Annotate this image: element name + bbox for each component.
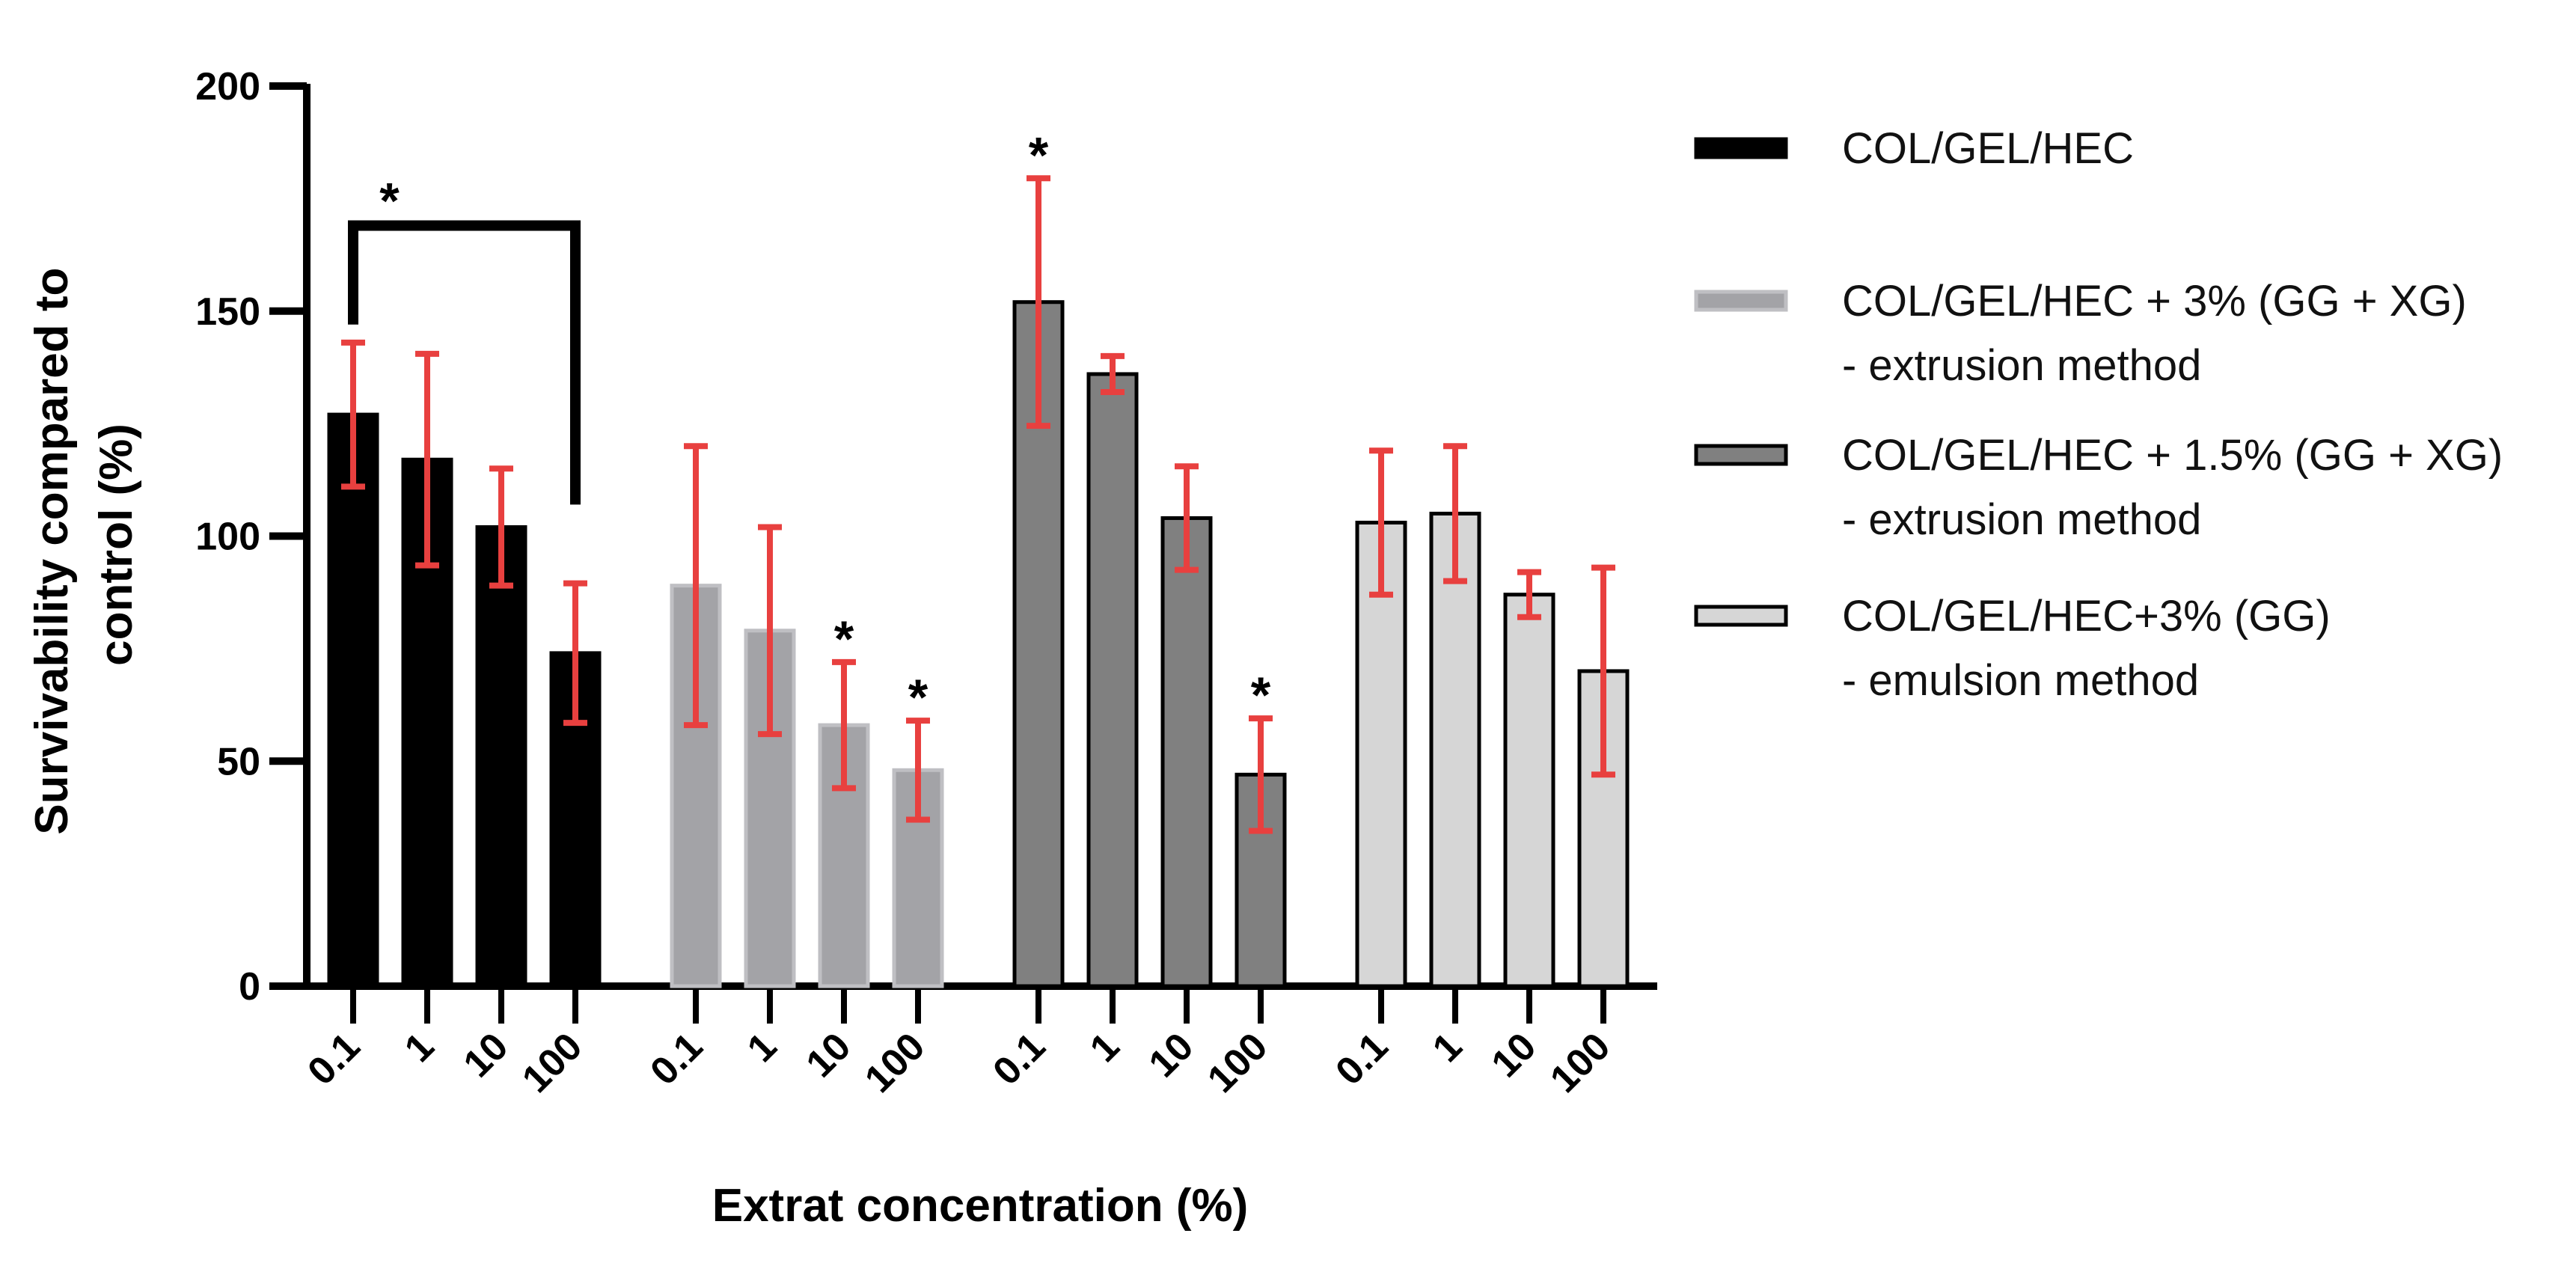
x-tick-label: 100 — [1542, 1024, 1618, 1101]
axes: 0 50 100 150 200 — [195, 65, 1657, 1024]
x-tick-label: 1 — [397, 1024, 442, 1070]
legend-swatch — [1694, 137, 1788, 159]
bars — [327, 300, 1630, 988]
error-bars — [341, 175, 1615, 834]
y-tick-label: 50 — [217, 740, 260, 783]
x-tick-label: 0.1 — [642, 1024, 711, 1093]
x-tick-label: 100 — [1199, 1024, 1276, 1101]
y-tick-label: 100 — [195, 516, 260, 559]
significance-annotations: * * * * * — [348, 126, 1271, 726]
bar — [1086, 372, 1139, 988]
x-tick-label: 10 — [1484, 1024, 1545, 1086]
x-tick-label: 0.1 — [985, 1024, 1053, 1093]
x-tick-label: 1 — [1425, 1024, 1470, 1070]
y-tick-label: 0 — [239, 965, 260, 1009]
x-tick-label: 10 — [456, 1024, 517, 1086]
legend-swatch — [1694, 444, 1788, 466]
y-axis-title-line-1: Survivability compared to — [26, 268, 78, 835]
y-tick-label: 200 — [195, 65, 260, 108]
bar — [327, 412, 379, 988]
significance-star: * — [834, 611, 854, 667]
x-tick-label: 1 — [739, 1024, 785, 1070]
legend-label: COL/GEL/HEC — [1842, 124, 2134, 173]
bar — [475, 525, 527, 988]
legend-label: - extrusion method — [1842, 341, 2201, 390]
bar — [1429, 511, 1481, 988]
x-tick-label: 0.1 — [299, 1024, 368, 1093]
significance-star: * — [908, 669, 928, 726]
y-axis-title: Survivability compared to control (%) — [26, 254, 142, 834]
x-tick-label: 0.1 — [1327, 1024, 1396, 1093]
x-axis-title: Extrat concentration (%) — [712, 1180, 1249, 1232]
x-tick-label: 10 — [1141, 1024, 1202, 1086]
legend-label: - emulsion method — [1842, 656, 2199, 705]
legend-label: COL/GEL/HEC+3% (GG) — [1842, 592, 2331, 640]
x-tick-label: 10 — [798, 1024, 860, 1086]
bar — [1355, 520, 1407, 988]
legend-label: COL/GEL/HEC + 3% (GG + XG) — [1842, 277, 2467, 325]
legend-swatch — [1694, 605, 1788, 627]
x-tick-label: 1 — [1082, 1024, 1128, 1070]
bracket-star: * — [379, 172, 400, 229]
legend: COL/GEL/HEC COL/GEL/HEC + 3% (GG + XG) - e… — [1694, 124, 2503, 705]
significance-star: * — [1251, 667, 1271, 724]
bar — [1503, 593, 1555, 988]
significance-bracket — [348, 220, 581, 505]
x-tick-label: 100 — [514, 1024, 590, 1101]
y-axis-title-line-2: control (%) — [91, 423, 142, 666]
legend-label: COL/GEL/HEC + 1.5% (GG + XG) — [1842, 431, 2503, 480]
bar — [1160, 516, 1213, 988]
y-tick-label: 150 — [195, 290, 260, 334]
x-tick-label: 100 — [857, 1024, 933, 1101]
significance-star: * — [1029, 126, 1049, 183]
legend-label: - extrusion method — [1842, 495, 2201, 544]
legend-swatch — [1694, 290, 1788, 312]
